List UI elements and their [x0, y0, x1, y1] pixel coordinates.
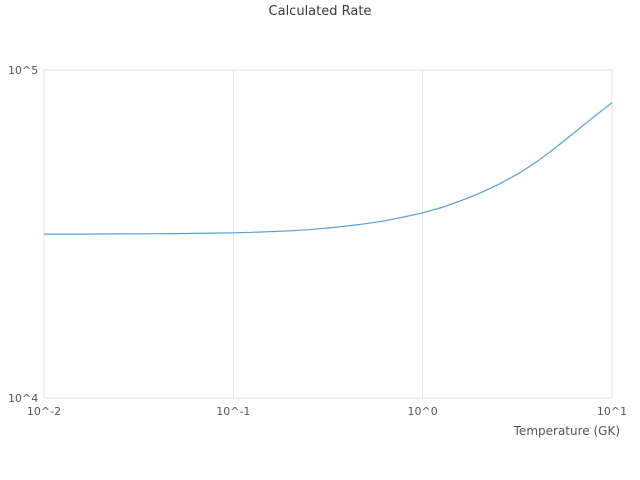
rate-line — [44, 102, 613, 235]
y-tick-label: 10^4 — [8, 392, 38, 405]
chart-title: Calculated Rate — [268, 4, 372, 19]
x-tick-label: 10^1 — [597, 405, 627, 418]
x-tick-label: 10^0 — [408, 405, 438, 418]
x-tick-label: 10^-2 — [27, 405, 61, 418]
y-tick-label: 10^5 — [8, 64, 38, 77]
x-tick-label: 10^-1 — [216, 405, 250, 418]
x-axis-label: Temperature (GK) — [513, 424, 620, 438]
